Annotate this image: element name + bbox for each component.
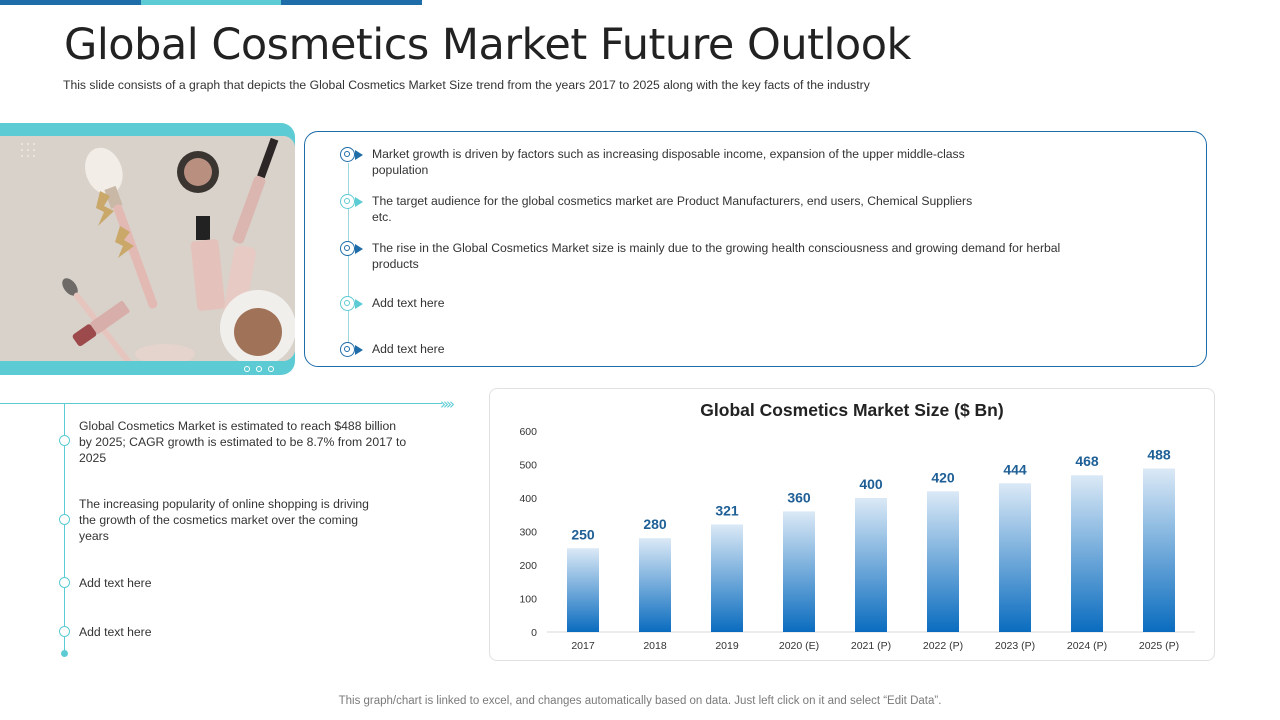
- key-fact-text: Market growth is driven by factors such …: [372, 147, 965, 177]
- key-fact-item: Add text here: [340, 341, 445, 357]
- x-tick-label: 2021 (P): [851, 640, 891, 652]
- left-fact-text: Global Cosmetics Market is estimated to …: [79, 419, 407, 465]
- timeline-node: [59, 435, 70, 446]
- chart-panel[interactable]: [489, 388, 1215, 661]
- y-tick-label: 400: [519, 493, 537, 505]
- bar-value-label: 468: [1075, 453, 1099, 469]
- key-facts-panel: [304, 131, 1207, 367]
- bar-2025-p[interactable]: [1143, 468, 1175, 632]
- bar-2017[interactable]: [567, 548, 599, 632]
- x-tick-label: 2017: [571, 640, 595, 652]
- target-arrow-icon: [340, 295, 368, 311]
- bar-value-label: 250: [571, 526, 595, 542]
- y-tick-label: 0: [531, 627, 537, 639]
- top-accent-bar: [0, 0, 423, 5]
- bar-2023-p[interactable]: [999, 483, 1031, 632]
- page-title: Global Cosmetics Market Future Outlook: [64, 20, 911, 70]
- x-tick-label: 2022 (P): [923, 640, 963, 652]
- left-fact-text: Add text here: [79, 625, 152, 639]
- bar-value-label: 321: [715, 502, 739, 518]
- y-tick-label: 500: [519, 460, 537, 472]
- key-fact-item: The target audience for the global cosme…: [340, 193, 982, 225]
- key-fact-text: The target audience for the global cosme…: [372, 194, 973, 224]
- y-tick-label: 300: [519, 527, 537, 539]
- page-subtitle: This slide consists of a graph that depi…: [63, 78, 870, 92]
- bar-value-label: 400: [859, 476, 883, 492]
- accent-segment-3: [281, 0, 423, 5]
- x-tick-label: 2020 (E): [779, 640, 819, 652]
- cosmetics-illustration: [0, 136, 295, 361]
- target-arrow-icon: [340, 193, 368, 209]
- bar-value-label: 488: [1147, 447, 1171, 463]
- timeline-node: [59, 626, 70, 637]
- dot-2: [256, 366, 262, 372]
- y-tick-label: 100: [519, 594, 537, 606]
- x-tick-label: 2025 (P): [1139, 640, 1179, 652]
- bar-value-label: 444: [1003, 461, 1027, 477]
- left-fact-text: Add text here: [79, 576, 152, 590]
- key-fact-text: The rise in the Global Cosmetics Market …: [372, 241, 1061, 271]
- chevrons-right-icon: ››››: [440, 395, 455, 413]
- y-tick-label: 600: [519, 426, 537, 438]
- accent-segment-2: [140, 0, 282, 5]
- timeline-end-dot: [61, 650, 68, 657]
- bar-2021-p[interactable]: [855, 498, 887, 632]
- chart-title: Global Cosmetics Market Size ($ Bn): [700, 400, 1004, 420]
- key-fact-text: Add text here: [372, 342, 445, 356]
- x-tick-label: 2023 (P): [995, 640, 1035, 652]
- cosmetics-photo: [0, 136, 295, 361]
- key-fact-item: The rise in the Global Cosmetics Market …: [340, 240, 1072, 272]
- image-pagination-dots: [244, 366, 274, 372]
- bar-2020-e[interactable]: [783, 511, 815, 632]
- bar-value-label: 280: [643, 516, 667, 532]
- timeline-node: [59, 514, 70, 525]
- timeline-node: [59, 577, 70, 588]
- target-arrow-icon: [340, 146, 368, 162]
- bar-2022-p[interactable]: [927, 491, 959, 632]
- x-tick-label: 2019: [715, 640, 739, 652]
- y-tick-label: 200: [519, 560, 537, 572]
- x-tick-label: 2018: [643, 640, 667, 652]
- bar-value-label: 360: [787, 489, 811, 505]
- footer-note: This graph/chart is linked to excel, and…: [338, 695, 942, 707]
- dot-3: [268, 366, 274, 372]
- left-fact-text: The increasing popularity of online shop…: [79, 497, 369, 543]
- key-fact-text: Add text here: [372, 296, 445, 310]
- bar-value-label: 420: [931, 469, 955, 485]
- key-facts-timeline: [348, 163, 349, 351]
- dot-1: [244, 366, 250, 372]
- market-size-bar-chart[interactable]: 0 100 200 300 400 500 600 250 2017 280 2018 321 2019…: [489, 388, 1215, 661]
- section-divider-line: [0, 403, 442, 404]
- key-fact-item: Market growth is driven by factors such …: [340, 146, 992, 178]
- left-timeline: [64, 404, 65, 654]
- target-arrow-icon: [340, 240, 368, 256]
- bar-2024-p[interactable]: [1071, 475, 1103, 632]
- bar-2018[interactable]: [639, 538, 671, 632]
- bar-2019[interactable]: [711, 524, 743, 632]
- key-fact-item: Add text here: [340, 295, 445, 311]
- accent-segment-1: [0, 0, 141, 5]
- target-arrow-icon: [340, 341, 368, 357]
- x-tick-label: 2024 (P): [1067, 640, 1107, 652]
